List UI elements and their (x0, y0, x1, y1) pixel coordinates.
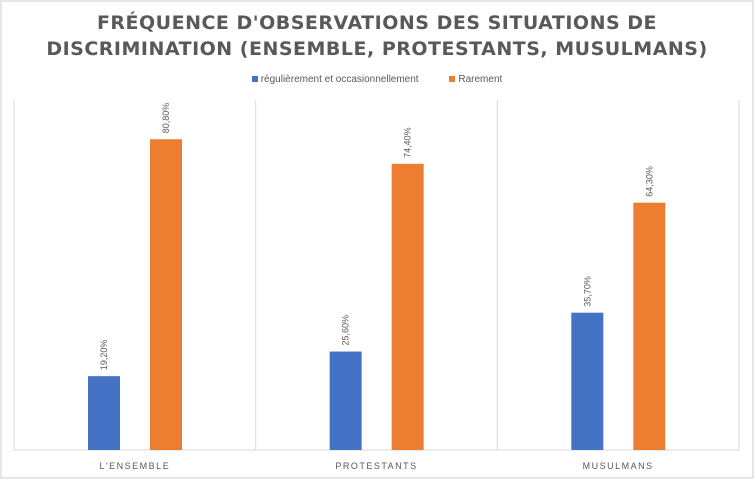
legend-swatch-orange (449, 76, 456, 82)
bar-rarement-1 (391, 163, 424, 450)
bar-regulierement-0 (88, 376, 120, 450)
data-label: 80,80% (161, 103, 171, 134)
data-label: 64,30% (644, 166, 654, 197)
bar-rarement-0 (150, 139, 182, 450)
legend-label: régulièrement et occasionnellement (260, 74, 419, 85)
legend: régulièrement et occasionnellement Rarem… (0, 74, 754, 85)
x-tick-label: MUSULMANS (583, 461, 654, 471)
data-label: 74,40% (403, 127, 413, 158)
legend-item-rarement: Rarement (449, 74, 502, 85)
legend-item-regulierement: régulièrement et occasionnellement (251, 74, 419, 85)
bar-regulierement-2 (571, 312, 604, 450)
title-line-2: DISCRIMINATION (ENSEMBLE, PROTESTANTS, M… (46, 38, 708, 60)
bar-regulierement-1 (329, 351, 362, 450)
legend-label: Rarement (458, 74, 503, 85)
data-label: 25,60% (341, 315, 351, 346)
chart-title: FRÉQUENCE D'OBSERVATIONS DES SITUATIONS … (0, 10, 754, 62)
data-label: 19,20% (99, 340, 109, 371)
x-tick-label: L'ENSEMBLE (99, 461, 170, 471)
title-line-1: FRÉQUENCE D'OBSERVATIONS DES SITUATIONS … (96, 12, 658, 34)
data-label: 35,70% (582, 276, 592, 307)
x-tick-label: PROTESTANTS (335, 461, 417, 471)
bar-rarement-2 (633, 202, 666, 450)
legend-swatch-blue (251, 76, 258, 82)
